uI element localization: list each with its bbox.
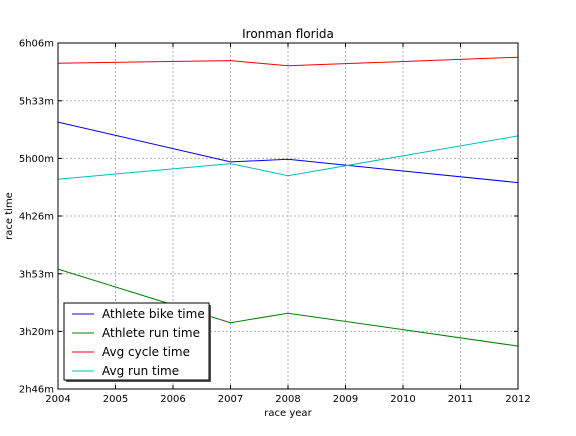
- y-tick-label: 4h26m: [19, 212, 54, 223]
- x-tick-label: 2009: [333, 394, 358, 405]
- legend: Athlete bike time Athlete run time Avg cyc…: [63, 302, 211, 382]
- x-axis-ticks: 2004 2005 2006 2007 2008 2009 2010 2011 2012: [45, 43, 531, 405]
- x-tick-label: 2006: [160, 394, 185, 405]
- legend-label-avg-run-time: Avg run time: [102, 364, 179, 378]
- x-tick-label: 2010: [390, 394, 415, 405]
- series-line-avg-run-time: [57, 135, 519, 180]
- x-tick-label: 2012: [505, 394, 530, 405]
- series-lines: [57, 56, 519, 347]
- legend-label-athlete-bike-time: Athlete bike time: [102, 307, 205, 321]
- x-tick-label: 2004: [45, 394, 70, 405]
- x-tick-label: 2005: [103, 394, 128, 405]
- y-tick-label: 2h46m: [19, 385, 54, 396]
- y-tick-label: 5h33m: [19, 96, 54, 107]
- series-line-avg-cycle-time: [57, 56, 519, 67]
- legend-label-athlete-run-time: Athlete run time: [102, 326, 200, 340]
- y-tick-label: 3h20m: [19, 327, 54, 338]
- x-tick-label: 2008: [275, 394, 300, 405]
- y-tick-label: 3h53m: [19, 269, 54, 280]
- series-line-athlete-bike-time: [57, 121, 519, 184]
- x-axis-label: race year: [264, 408, 312, 419]
- y-tick-label: 5h00m: [19, 154, 54, 165]
- x-tick-label: 2007: [218, 394, 243, 405]
- chart-title: Ironman florida: [242, 27, 334, 41]
- legend-box: [63, 302, 210, 381]
- y-tick-label: 6h06m: [19, 39, 54, 50]
- legend-label-avg-cycle-time: Avg cycle time: [102, 345, 190, 359]
- x-tick-label: 2011: [448, 394, 473, 405]
- y-axis-label: race time: [4, 192, 15, 240]
- series-line-athlete-run-time: [57, 268, 519, 347]
- y-axis-ticks: 2h46m 3h20m 3h53m 4h26m 5h00m 5h33m 6h06m: [19, 39, 518, 396]
